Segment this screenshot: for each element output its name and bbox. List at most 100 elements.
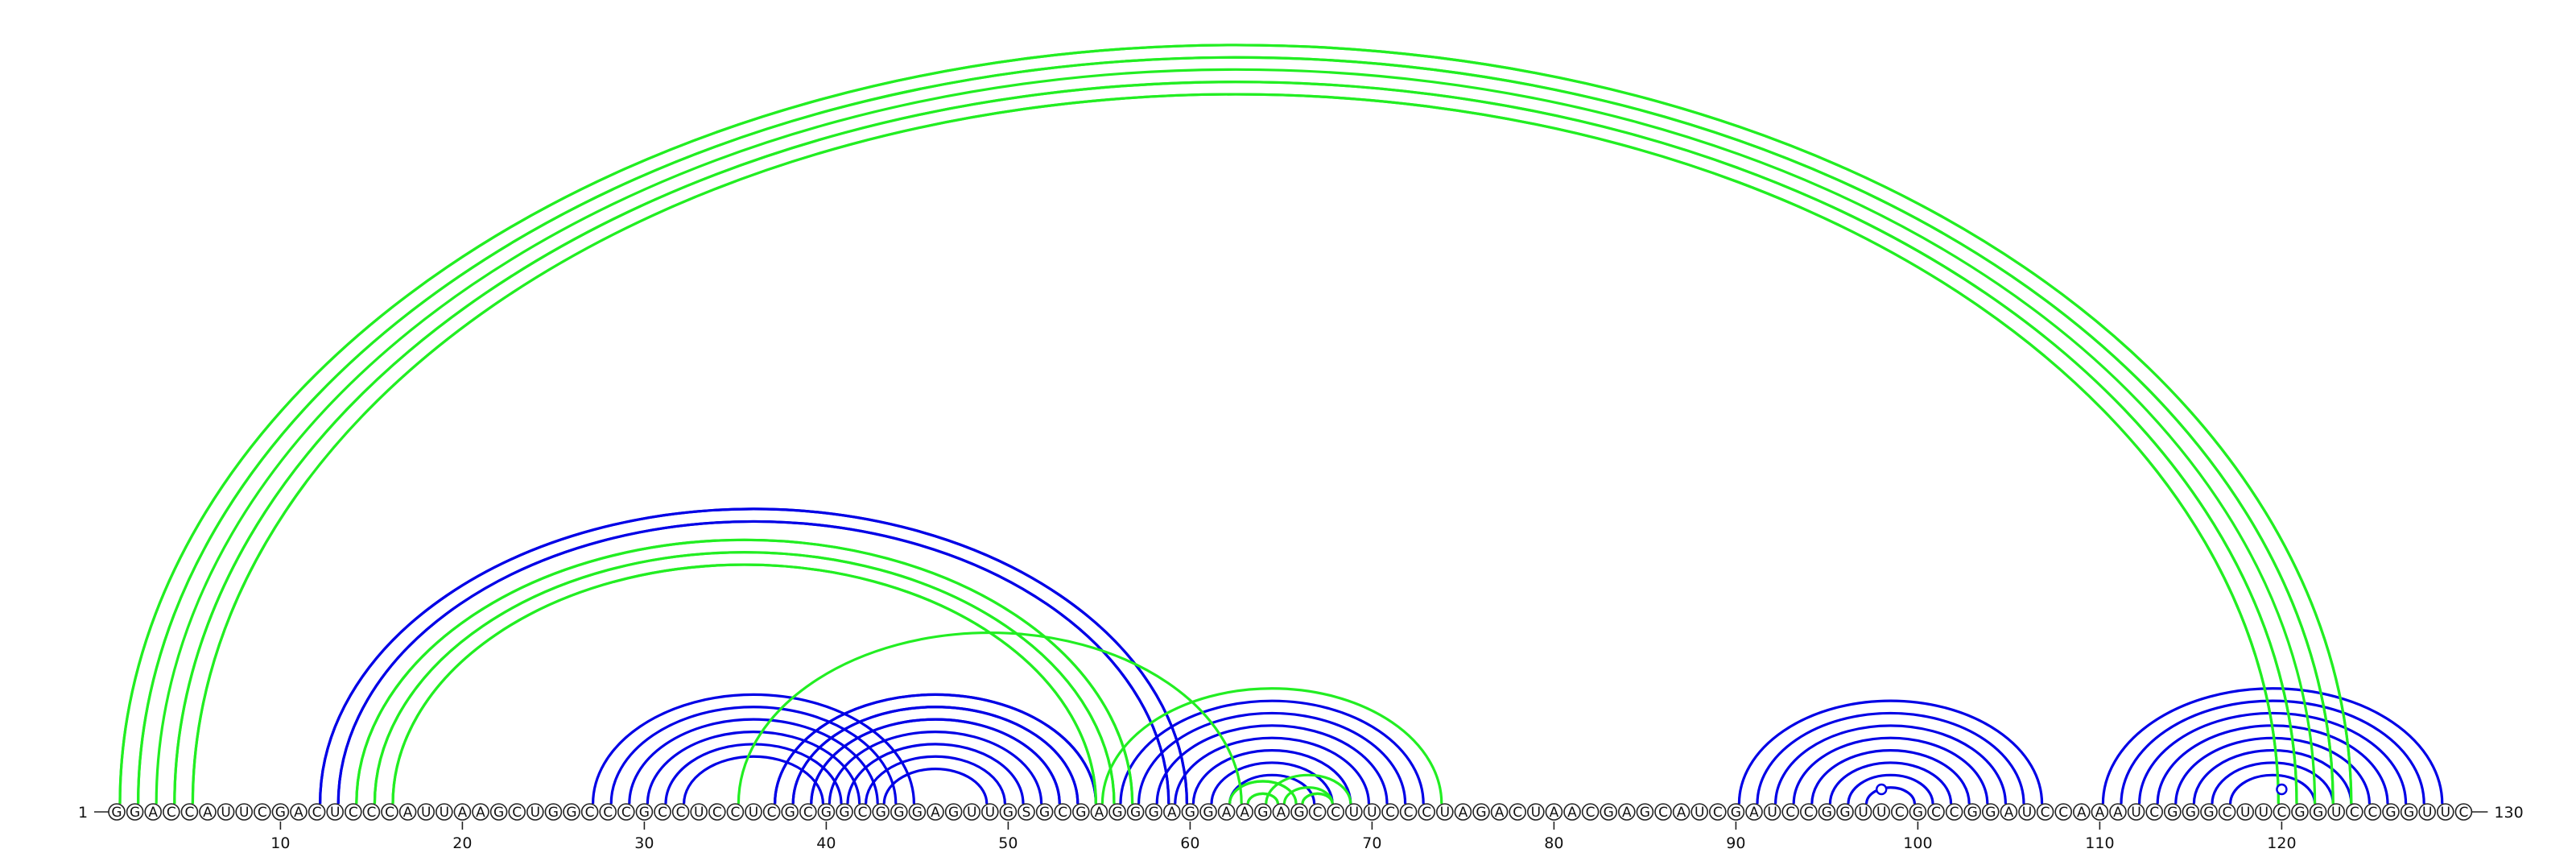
nucleotide: U xyxy=(745,803,762,821)
position-ticks: 10 20 30 40 50 60 70 80 90 100 110 120 xyxy=(270,822,2297,852)
green-base-pair-arc xyxy=(191,93,2280,805)
nucleotide-letter: A xyxy=(458,805,468,821)
nucleotide: A xyxy=(2109,803,2127,821)
nucleotide: G xyxy=(2309,803,2327,821)
nucleotide-letter: C xyxy=(1713,805,1723,821)
nucleotide-letter: G xyxy=(821,805,832,821)
nucleotide: U xyxy=(2236,803,2254,821)
nucleotide: G xyxy=(2182,803,2200,821)
nucleotide: C xyxy=(617,803,635,821)
nucleotide-circle xyxy=(1927,803,1945,821)
nucleotide-letter: U xyxy=(749,805,758,821)
nucleotide-letter: G xyxy=(2186,805,2196,821)
nucleotide-circle xyxy=(1545,803,1563,821)
nucleotide-circle xyxy=(1872,803,1890,821)
nucleotide-letter: G xyxy=(1257,805,1268,821)
nucleotide-letter: G xyxy=(1003,805,1013,821)
nucleotide-circle xyxy=(927,803,944,821)
nucleotide: G xyxy=(1818,803,1836,821)
nucleotide-letter: C xyxy=(767,805,777,821)
blue-base-pair-arc xyxy=(2101,687,2444,805)
nucleotide: G xyxy=(635,803,654,821)
nucleotide: S xyxy=(1018,803,1035,821)
nucleotide-circle xyxy=(1854,803,1872,821)
tick-label: 30 xyxy=(634,834,654,852)
nucleotide-letter: G xyxy=(1640,805,1650,821)
nucleotide-letter: C xyxy=(184,805,194,821)
nucleotide-circle xyxy=(1345,803,1363,821)
nucleotide: C xyxy=(762,803,781,821)
nucleotide-circle xyxy=(108,803,126,821)
blue-base-pair-arc xyxy=(683,755,824,805)
nucleotide: A xyxy=(144,803,162,821)
nucleotide-letter: C xyxy=(366,805,376,821)
nucleotide-circle xyxy=(526,803,544,821)
nucleotide-letter: A xyxy=(203,805,213,821)
nucleotide-letter: G xyxy=(1075,805,1086,821)
green-base-pair-arc xyxy=(1265,773,1352,805)
nucleotide-circle xyxy=(1472,803,1490,821)
nucleotide: G xyxy=(108,803,126,821)
nucleotide-circle xyxy=(544,803,563,821)
nucleotide: A xyxy=(1163,803,1181,821)
loop-marker xyxy=(2276,783,2288,796)
nucleotide-circle xyxy=(1054,803,1071,821)
nucleotide-letter: A xyxy=(2004,805,2014,821)
nucleotide-circle xyxy=(2000,803,2018,821)
nucleotide-circle xyxy=(580,803,599,821)
nucleotide-circle xyxy=(563,803,580,821)
nucleotide-letter: A xyxy=(403,805,413,821)
nucleotide-letter: G xyxy=(1967,805,1978,821)
nucleotide: U xyxy=(963,803,980,821)
nucleotide-letter: U xyxy=(530,805,540,821)
nucleotide: C xyxy=(1509,803,1526,821)
nucleotide: C xyxy=(2363,803,2382,821)
nucleotide: C xyxy=(654,803,671,821)
nucleotide: A xyxy=(453,803,472,821)
nucleotide: C xyxy=(1927,803,1945,821)
blue-base-pair-arc xyxy=(1810,748,1971,805)
nucleotide-circle xyxy=(1581,803,1600,821)
nucleotide-letter: C xyxy=(349,805,358,821)
blue-base-pair-arc xyxy=(774,693,1097,805)
blue-base-pair-arc xyxy=(810,718,1061,805)
nucleotide-letter: G xyxy=(1039,805,1050,821)
nucleotide-circle xyxy=(890,803,908,821)
nucleotide-circle xyxy=(2182,803,2200,821)
green-base-pair-arc xyxy=(1100,687,1443,805)
nucleotide: C xyxy=(2218,803,2236,821)
nucleotide-letter: C xyxy=(585,805,595,821)
nucleotide-letter: A xyxy=(148,805,158,821)
nucleotide-letter: U xyxy=(330,805,340,821)
nucleotide: G xyxy=(1181,803,1199,821)
nucleotide-letter: C xyxy=(803,805,813,821)
nucleotide: G xyxy=(1126,803,1145,821)
nucleotide-letter: C xyxy=(1422,805,1431,821)
nucleotide-letter: C xyxy=(676,805,686,821)
nucleotide-letter: A xyxy=(1095,805,1104,821)
green-base-pair-arc xyxy=(1246,792,1279,805)
sequence-start-label: 1 xyxy=(78,804,88,822)
nucleotide-circle xyxy=(1381,803,1399,821)
nucleotide-circle xyxy=(308,803,326,821)
tick-label: 60 xyxy=(1180,834,1199,852)
blue-base-pair-arc xyxy=(1191,748,1352,805)
green-base-pair-arc xyxy=(373,551,1116,805)
tick-label: 20 xyxy=(452,834,472,852)
nucleotide-circle xyxy=(253,803,271,821)
nucleotide-letter: U xyxy=(421,805,431,821)
nucleotide-letter: C xyxy=(1404,805,1414,821)
nucleotide-letter: U xyxy=(2422,805,2432,821)
nucleotide: C xyxy=(2145,803,2163,821)
nucleotide-letter: G xyxy=(111,805,122,821)
nucleotide-circle xyxy=(1035,803,1054,821)
nucleotide-letter: G xyxy=(2294,805,2305,821)
blue-base-pair-arc xyxy=(882,768,989,805)
green-base-pair-arc xyxy=(173,81,2298,805)
nucleotide-letter: U xyxy=(2240,805,2250,821)
nucleotide-circle xyxy=(2145,803,2163,821)
nucleotide-circle xyxy=(2218,803,2236,821)
blue-base-pair-arc xyxy=(592,693,915,805)
nucleotide: C xyxy=(671,803,690,821)
